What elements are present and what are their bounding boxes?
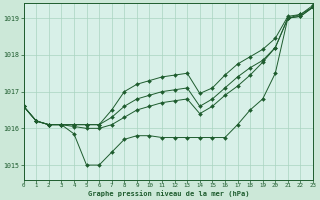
X-axis label: Graphe pression niveau de la mer (hPa): Graphe pression niveau de la mer (hPa): [88, 190, 249, 197]
